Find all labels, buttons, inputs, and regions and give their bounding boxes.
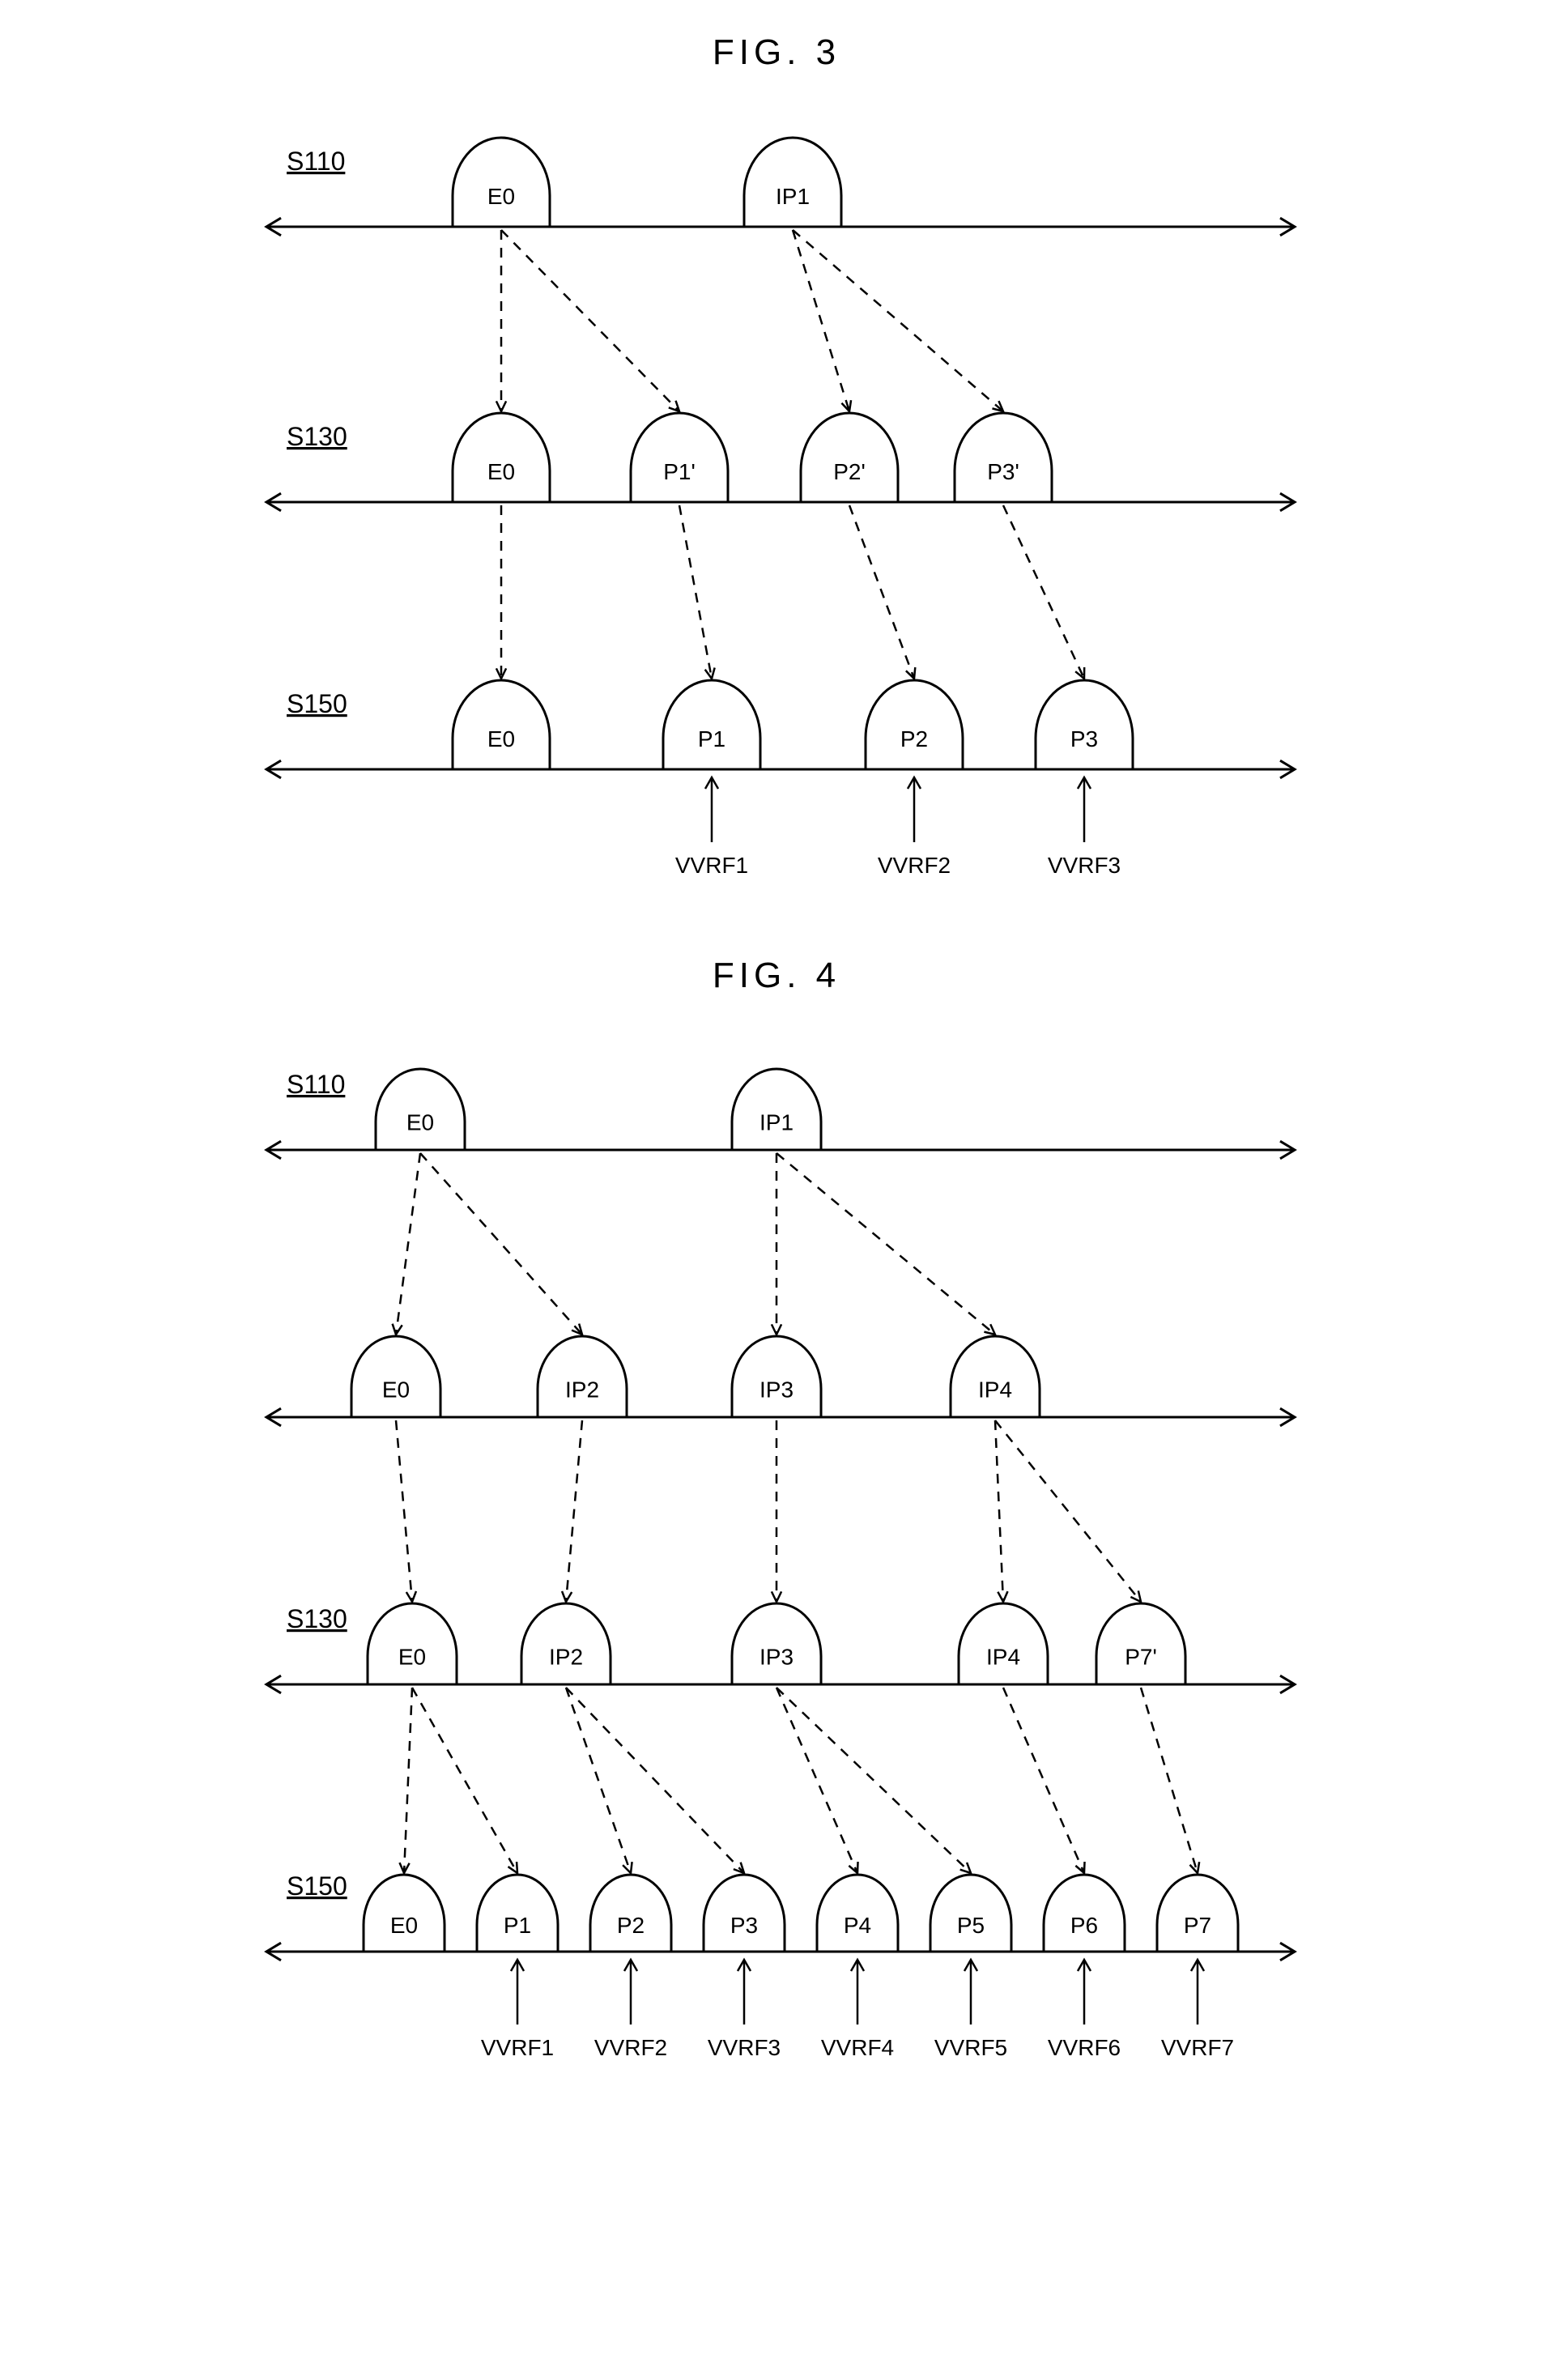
svg-text:S130: S130 <box>287 422 347 451</box>
svg-text:VVRF1: VVRF1 <box>481 2035 554 2060</box>
svg-text:P3': P3' <box>987 459 1019 484</box>
svg-text:VVRF5: VVRF5 <box>934 2035 1007 2060</box>
svg-text:IP3: IP3 <box>759 1377 794 1402</box>
svg-text:E0: E0 <box>382 1377 410 1402</box>
svg-text:P1: P1 <box>698 726 725 751</box>
svg-text:S130: S130 <box>287 1604 347 1633</box>
svg-text:P4: P4 <box>844 1913 871 1938</box>
svg-text:S150: S150 <box>287 689 347 718</box>
svg-text:IP2: IP2 <box>549 1644 583 1669</box>
svg-text:E0: E0 <box>390 1913 418 1938</box>
svg-text:P1: P1 <box>504 1913 531 1938</box>
svg-text:IP1: IP1 <box>759 1109 794 1135</box>
svg-text:P6: P6 <box>1070 1913 1098 1938</box>
svg-text:S110: S110 <box>287 1070 345 1099</box>
svg-text:P2: P2 <box>900 726 928 751</box>
svg-text:IP4: IP4 <box>978 1377 1012 1402</box>
svg-text:IP4: IP4 <box>986 1644 1020 1669</box>
svg-text:E0: E0 <box>487 726 515 751</box>
svg-text:P3: P3 <box>1070 726 1098 751</box>
svg-text:E0: E0 <box>406 1109 434 1135</box>
svg-text:VVRF2: VVRF2 <box>594 2035 667 2060</box>
figure-4: FIG. 4 S110 S130 S150 E0 IP1 E0 IP2 IP3 IP4 E0 IP2… <box>210 956 1343 2154</box>
svg-text:P7: P7 <box>1184 1913 1211 1938</box>
svg-text:S110: S110 <box>287 147 345 176</box>
figure-4-diagram: S110 S130 S150 E0 IP1 E0 IP2 IP3 IP4 E0 IP2 IP3 IP4 P… <box>210 1020 1343 2154</box>
svg-text:IP2: IP2 <box>565 1377 599 1402</box>
figure-4-title: FIG. 4 <box>210 956 1343 996</box>
svg-text:S150: S150 <box>287 1871 347 1901</box>
svg-text:VVRF2: VVRF2 <box>878 853 951 878</box>
figure-3: FIG. 3 S110 S130 S150 E0 IP1 E0 P1' P2' P3' E0 P1 P… <box>210 32 1343 907</box>
svg-text:VVRF6: VVRF6 <box>1048 2035 1121 2060</box>
svg-text:E0: E0 <box>398 1644 426 1669</box>
svg-text:VVRF3: VVRF3 <box>708 2035 781 2060</box>
figure-4-svg: S110 S130 S150 E0 IP1 E0 IP2 IP3 IP4 E0 IP2 IP3 IP4 P… <box>210 1020 1343 2154</box>
svg-text:P2: P2 <box>617 1913 645 1938</box>
svg-text:VVRF7: VVRF7 <box>1161 2035 1234 2060</box>
svg-text:VVRF3: VVRF3 <box>1048 853 1121 878</box>
svg-text:E0: E0 <box>487 184 515 209</box>
svg-text:P7': P7' <box>1125 1644 1157 1669</box>
svg-text:P5: P5 <box>957 1913 985 1938</box>
svg-text:VVRF1: VVRF1 <box>675 853 748 878</box>
svg-text:P1': P1' <box>663 459 696 484</box>
svg-text:E0: E0 <box>487 459 515 484</box>
figure-3-diagram: S110 S130 S150 E0 IP1 E0 P1' P2' P3' E0 P1 P2 P3 VVRF… <box>210 97 1343 907</box>
svg-text:IP1: IP1 <box>776 184 810 209</box>
figure-3-title: FIG. 3 <box>210 32 1343 73</box>
svg-text:P3: P3 <box>730 1913 758 1938</box>
svg-text:VVRF4: VVRF4 <box>821 2035 894 2060</box>
svg-text:P2': P2' <box>833 459 866 484</box>
figure-3-svg: S110 S130 S150 E0 IP1 E0 P1' P2' P3' E0 P1 P2 P3 VVRF… <box>210 97 1343 907</box>
svg-text:IP3: IP3 <box>759 1644 794 1669</box>
